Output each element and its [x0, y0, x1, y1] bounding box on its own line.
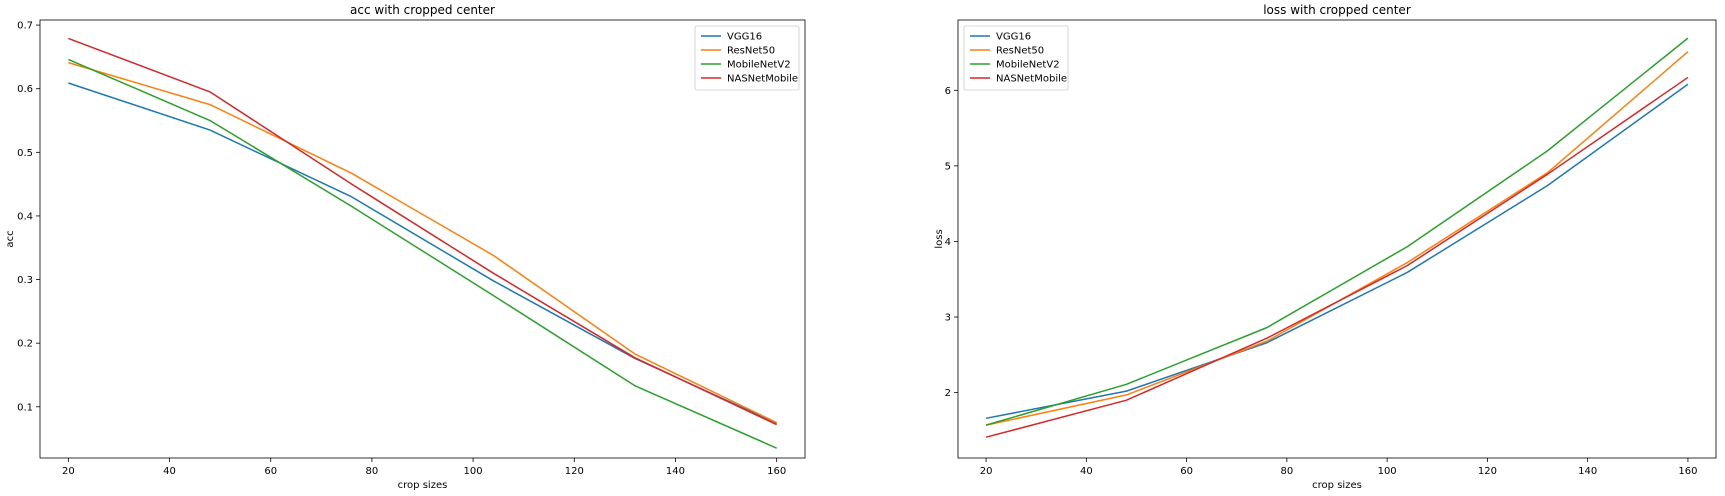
- y-axis-label: loss: [934, 229, 945, 248]
- series-line-nasnetmobile: [985, 76, 1689, 438]
- y-tick-label: 0.7: [17, 21, 33, 32]
- x-tick-label: 40: [1080, 466, 1093, 477]
- x-tick-label: 100: [1378, 466, 1397, 477]
- x-axis-label: crop sizes: [398, 480, 448, 491]
- y-tick-label: 0.6: [17, 84, 33, 95]
- legend-label: NASNetMobile: [727, 74, 798, 85]
- series-line-mobilenetv2: [985, 37, 1689, 426]
- y-tick-label: 3: [945, 313, 951, 324]
- legend-label: VGG16: [996, 32, 1031, 43]
- x-tick-label: 120: [565, 466, 584, 477]
- chart-title: acc with cropped center: [350, 3, 495, 17]
- legend-label: MobileNetV2: [996, 60, 1060, 71]
- series-line-resnet50: [68, 61, 777, 424]
- legend-label: NASNetMobile: [996, 74, 1067, 85]
- x-tick-label: 100: [464, 466, 483, 477]
- legend-box: [963, 25, 1069, 91]
- x-tick-label: 120: [1478, 466, 1497, 477]
- x-tick-label: 80: [366, 466, 379, 477]
- y-tick-label: 0.1: [17, 402, 33, 413]
- y-tick-label: 0.3: [17, 275, 33, 286]
- legend-label: VGG16: [727, 32, 762, 43]
- y-tick-label: 0.2: [17, 339, 33, 350]
- legend-label: ResNet50: [996, 46, 1044, 57]
- y-tick-label: 0.5: [17, 148, 33, 159]
- legend-box: [694, 25, 800, 91]
- x-tick-label: 20: [62, 466, 75, 477]
- legend: VGG16 ResNet50 MobileNetV2 NASNetMobile: [963, 25, 1069, 91]
- x-tick-label: 60: [1180, 466, 1193, 477]
- y-tick-label: 0.4: [17, 211, 33, 222]
- series-line-mobilenetv2: [68, 58, 777, 449]
- chart-title: loss with cropped center: [1263, 3, 1411, 17]
- y-tick-label: 5: [945, 161, 951, 172]
- series-line-nasnetmobile: [68, 37, 777, 426]
- series-line-vgg16: [985, 83, 1689, 420]
- x-tick-label: 160: [1678, 466, 1697, 477]
- y-tick-label: 4: [945, 237, 951, 248]
- x-axis-label: crop sizes: [1312, 480, 1362, 491]
- x-tick-label: 140: [666, 466, 685, 477]
- x-tick-label: 20: [980, 466, 993, 477]
- chart-panel-1: acc with cropped center 20 40 60 80 100 120 140…: [5, 3, 806, 491]
- legend-label: MobileNetV2: [727, 60, 791, 71]
- x-tick-label: 140: [1578, 466, 1597, 477]
- legend-label: ResNet50: [727, 46, 775, 57]
- y-tick-label: 2: [945, 388, 951, 399]
- x-tick-label: 40: [163, 466, 176, 477]
- chart-panel-2: loss with cropped center 20 40 60 80 100 120 14…: [934, 3, 1717, 491]
- y-tick-label: 6: [945, 86, 951, 97]
- legend: VGG16 ResNet50 MobileNetV2 NASNetMobile: [694, 25, 800, 91]
- y-axis-label: acc: [5, 230, 16, 247]
- x-tick-label: 160: [767, 466, 786, 477]
- plot-area: [957, 19, 1717, 459]
- x-tick-label: 80: [1281, 466, 1294, 477]
- x-tick-label: 60: [264, 466, 277, 477]
